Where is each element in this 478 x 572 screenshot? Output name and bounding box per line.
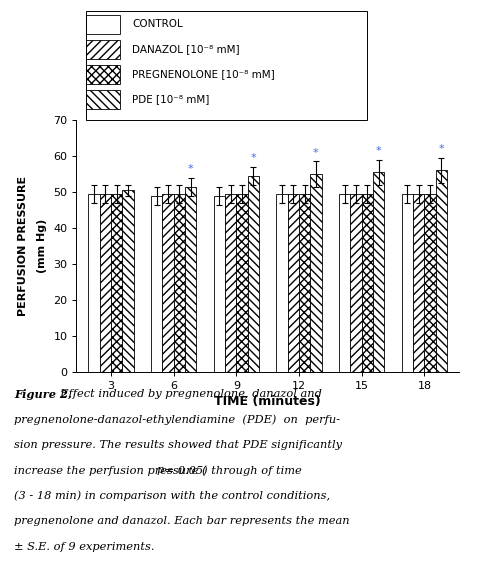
Bar (299, 194, 310, 372)
Bar (424, 194, 435, 372)
Bar (163, 194, 174, 372)
Text: (3 - 18 min) in comparison with the control conditions,: (3 - 18 min) in comparison with the cont… (14, 491, 330, 502)
Bar (88, 194, 100, 372)
Bar (310, 174, 322, 372)
Bar (185, 186, 196, 372)
Bar (100, 194, 111, 372)
Text: *: * (188, 164, 194, 174)
Text: *: * (438, 144, 444, 154)
Bar (236, 194, 248, 372)
FancyBboxPatch shape (86, 90, 120, 109)
Text: = 0.05) through of time: = 0.05) through of time (161, 466, 302, 476)
Text: (mm Hg): (mm Hg) (37, 219, 47, 273)
Text: PREGNENOLONE [10⁻⁸ mM]: PREGNENOLONE [10⁻⁸ mM] (132, 69, 275, 80)
FancyBboxPatch shape (86, 65, 120, 84)
FancyBboxPatch shape (86, 15, 120, 34)
Bar (402, 194, 413, 372)
Text: *: * (250, 153, 256, 163)
Text: *: * (376, 146, 381, 156)
Bar (248, 176, 259, 372)
Bar (276, 194, 288, 372)
Text: sion pressure. The results showed that PDE significantly: sion pressure. The results showed that P… (14, 440, 342, 450)
Text: increase the perfusion pressure (: increase the perfusion pressure ( (14, 466, 207, 476)
Bar (122, 190, 133, 372)
X-axis label: TIME (minutes): TIME (minutes) (214, 395, 321, 408)
Bar (151, 196, 163, 372)
Bar (214, 196, 225, 372)
Text: Figure 2.: Figure 2. (14, 389, 72, 400)
Text: CONTROL: CONTROL (132, 19, 183, 30)
Text: *: * (313, 148, 319, 158)
Text: pregnenolone-danazol-ethylendiamine  (PDE)  on  perfu-: pregnenolone-danazol-ethylendiamine (PDE… (14, 414, 340, 425)
Text: DANAZOL [10⁻⁸ mM]: DANAZOL [10⁻⁸ mM] (132, 45, 239, 54)
Text: ± S.E. of 9 experiments.: ± S.E. of 9 experiments. (14, 542, 155, 552)
Bar (111, 194, 122, 372)
Text: PDE [10⁻⁸ mM]: PDE [10⁻⁸ mM] (132, 94, 209, 105)
Text: Effect induced by pregnenolone, danazol and: Effect induced by pregnenolone, danazol … (53, 389, 322, 399)
Bar (339, 194, 350, 372)
Bar (350, 194, 362, 372)
Bar (362, 194, 373, 372)
Bar (373, 172, 384, 372)
Bar (413, 194, 424, 372)
FancyBboxPatch shape (86, 39, 120, 59)
Bar (174, 194, 185, 372)
Bar (435, 170, 447, 372)
Bar (225, 194, 236, 372)
Text: p: p (157, 466, 164, 475)
Bar (288, 194, 299, 372)
Text: pregnenolone and danazol. Each bar represents the mean: pregnenolone and danazol. Each bar repre… (14, 517, 350, 526)
Text: PERFUSION PRESSURE: PERFUSION PRESSURE (18, 176, 28, 316)
